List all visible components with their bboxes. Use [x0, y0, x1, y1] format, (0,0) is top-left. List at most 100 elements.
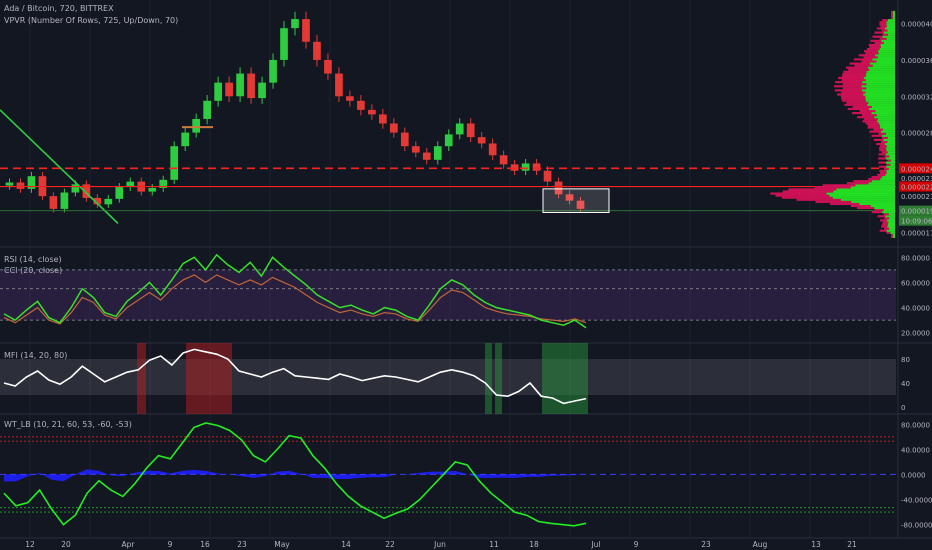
vpvr-bar-down [867, 48, 880, 51]
vpvr-bar-up [880, 178, 895, 181]
vpvr-bar-down [815, 200, 852, 203]
vpvr-bar-down [770, 192, 827, 195]
vpvr-bar-down [883, 213, 889, 216]
vpvr-bar-down [891, 233, 893, 236]
price-label-text: 10:09:06 [901, 218, 932, 226]
vpvr-bar-up [890, 159, 895, 162]
vpvr-bar-down [887, 159, 891, 162]
candle-body [170, 146, 179, 180]
vpvr-bar-up [869, 107, 895, 111]
wt-tick-label: -80.0000 [901, 522, 932, 530]
vpvr-bar-up [855, 184, 895, 187]
vpvr-bar-up [887, 140, 895, 144]
vpvr-bar-down [884, 217, 890, 220]
vpvr-bar-up [884, 27, 895, 30]
vpvr-bar-down [834, 89, 862, 92]
candle-body [411, 146, 420, 153]
vpvr-bar-down [877, 173, 886, 177]
vpvr-bar-down [842, 99, 866, 102]
vpvr-bar-down [837, 93, 864, 96]
vpvr-bar-down [775, 194, 830, 197]
candle-body [422, 152, 431, 160]
candle-body [291, 19, 299, 29]
candle-body [214, 82, 222, 101]
candle-body [433, 146, 442, 160]
vpvr-bar-down [870, 39, 882, 42]
vpvr-bar-up [892, 14, 895, 18]
vpvr-bar-down [883, 167, 889, 170]
vpvr-bar-up [829, 194, 895, 197]
candle-body [60, 192, 69, 209]
vpvr-bar-down [844, 103, 868, 106]
vpvr-bar-down [878, 153, 886, 156]
wt-tick-label: 40.0000 [901, 446, 930, 454]
vpvr-bar-down [884, 227, 889, 230]
vpvr-bar-down [868, 43, 881, 47]
candle-body [302, 19, 310, 42]
vpvr-bar-up [883, 31, 895, 34]
candle-body [280, 28, 288, 60]
vpvr-bar-up [885, 157, 895, 160]
vpvr-bar-up [883, 138, 895, 142]
wt-tick-label: 0.0000 [901, 471, 926, 479]
candle-body [126, 181, 135, 188]
candle-body [444, 134, 453, 147]
candle-body [335, 73, 343, 97]
rsi-line [3, 253, 587, 329]
time-tick-label: 23 [237, 540, 247, 549]
vpvr-bar-down [796, 198, 841, 201]
cci-legend: CCI (20, close) [4, 266, 63, 275]
time-tick-label: 20 [61, 540, 71, 549]
vpvr-bar-up [880, 43, 895, 47]
mfi-tick-label: 40 [901, 380, 910, 388]
vpvr-bar-up [886, 229, 895, 232]
candle-body [455, 123, 464, 135]
cci-line [3, 274, 587, 325]
candle-body [159, 179, 168, 188]
candle-body [49, 196, 58, 209]
vpvr-bar-up [875, 54, 895, 57]
mfi-oversold-zone [495, 343, 502, 414]
price-tick-label: 0.00004000 [901, 21, 932, 29]
wt-tick-label: -40.0000 [901, 497, 932, 505]
vpvr-bar-down [841, 74, 866, 78]
vpvr-bar-down [857, 206, 875, 210]
vpvr-bar-down [879, 171, 887, 175]
vpvr-bar-down [882, 19, 888, 22]
price-label-badge [899, 163, 932, 174]
vpvr-bar-down [864, 50, 878, 53]
vpvr-bar-up [884, 142, 895, 146]
vpvr-bar-down [881, 223, 888, 226]
vpvr-bar-up [888, 227, 895, 230]
wt1-line [3, 422, 587, 527]
time-tick-label: 21 [847, 540, 857, 549]
vpvr-bar-up [833, 190, 895, 193]
time-tick-label: May [274, 540, 290, 549]
vpvr-bar-down [871, 175, 883, 179]
vpvr-bar-up [886, 23, 895, 26]
vpvr-bar-up [880, 124, 895, 127]
rsi-tick-label: 80.0000 [901, 254, 930, 262]
vpvr-bar-down [880, 225, 888, 228]
vpvr-bar-up [878, 122, 895, 125]
vpvr-bar-down [846, 182, 869, 185]
time-tick-label: 14 [341, 540, 351, 549]
price-label-badge [899, 181, 932, 192]
candle-body [71, 184, 80, 193]
trendline [0, 109, 119, 224]
vpvr-bar-up [868, 101, 895, 104]
vpvr-bar-down [877, 215, 886, 218]
vpvr-bar-up [875, 109, 895, 113]
vpvr-bar-up [892, 233, 895, 236]
vpvr-bar-up [877, 120, 895, 123]
vpvr-bar-down [843, 70, 867, 73]
candle-body [510, 164, 519, 171]
vpvr-bar-down [859, 109, 876, 113]
price-tick-label: 0.00002800 [901, 130, 932, 138]
vpvr-bar-up [886, 37, 895, 40]
vpvr-bar-up [886, 149, 895, 152]
vpvr-bar-up [889, 217, 895, 220]
vpvr-bar-down [878, 147, 887, 150]
vpvr-bar-down [847, 107, 870, 111]
